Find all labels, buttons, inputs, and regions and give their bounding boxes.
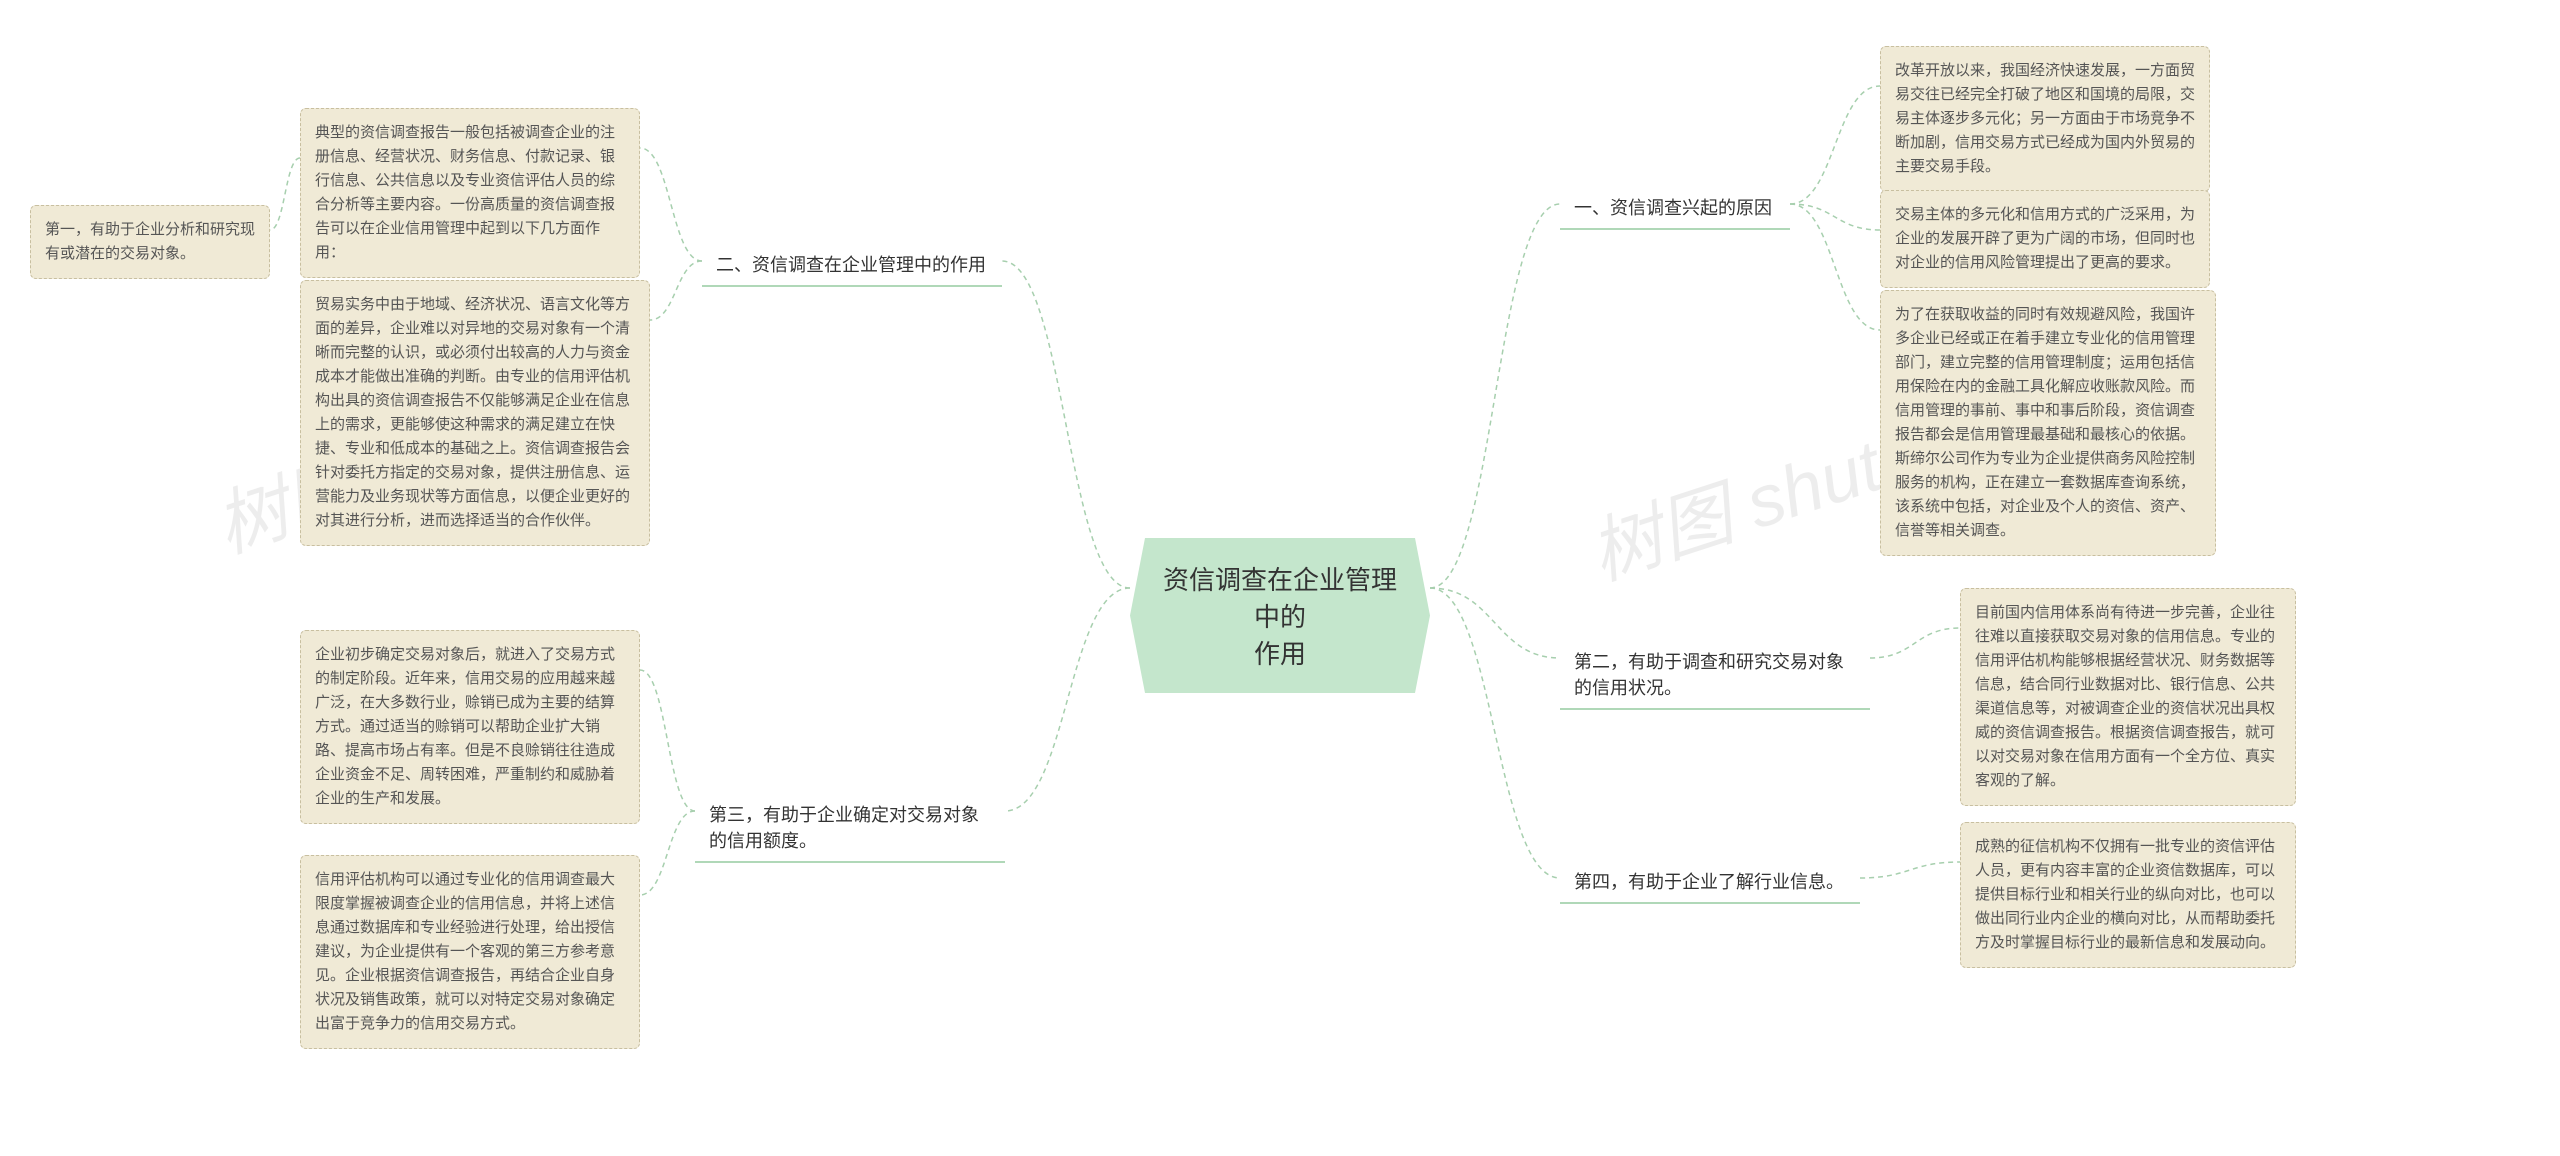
right-branch-2: 第四，有助于企业了解行业信息。: [1560, 860, 1860, 904]
right-branch-0: 一、资信调查兴起的原因: [1560, 186, 1790, 230]
left-branch-1: 第三，有助于企业确定对交易对象的信用额度。: [695, 793, 1005, 863]
right-leaf-2-0: 成熟的征信机构不仅拥有一批专业的资信评估人员，更有内容丰富的企业资信数据库，可以…: [1960, 822, 2296, 968]
right-leaf-0-0: 改革开放以来，我国经济快速发展，一方面贸易交往已经完全打破了地区和国境的局限，交…: [1880, 46, 2210, 192]
center-title-line1: 资信调查在企业管理中的: [1163, 565, 1397, 632]
far-left-leaf: 第一，有助于企业分析和研究现有或潜在的交易对象。: [30, 205, 270, 279]
left-leaf-0-1: 贸易实务中由于地域、经济状况、语言文化等方面的差异，企业难以对异地的交易对象有一…: [300, 280, 650, 546]
left-leaf-0-0: 典型的资信调查报告一般包括被调查企业的注册信息、经营状况、财务信息、付款记录、银…: [300, 108, 640, 278]
center-title-line2: 作用: [1254, 639, 1306, 669]
right-leaf-1-0: 目前国内信用体系尚有待进一步完善，企业往往难以直接获取交易对象的信用信息。专业的…: [1960, 588, 2296, 806]
right-leaf-0-1: 交易主体的多元化和信用方式的广泛采用，为企业的发展开辟了更为广阔的市场，但同时也…: [1880, 190, 2210, 288]
right-branch-1: 第二，有助于调查和研究交易对象的信用状况。: [1560, 640, 1870, 710]
center-node: 资信调查在企业管理中的作用: [1130, 538, 1430, 693]
right-leaf-0-2: 为了在获取收益的同时有效规避风险，我国许多企业已经或正在着手建立专业化的信用管理…: [1880, 290, 2216, 556]
left-branch-0: 二、资信调查在企业管理中的作用: [702, 243, 1002, 287]
left-leaf-1-0: 企业初步确定交易对象后，就进入了交易方式的制定阶段。近年来，信用交易的应用越来越…: [300, 630, 640, 824]
left-leaf-1-1: 信用评估机构可以通过专业化的信用调查最大限度掌握被调查企业的信用信息，并将上述信…: [300, 855, 640, 1049]
